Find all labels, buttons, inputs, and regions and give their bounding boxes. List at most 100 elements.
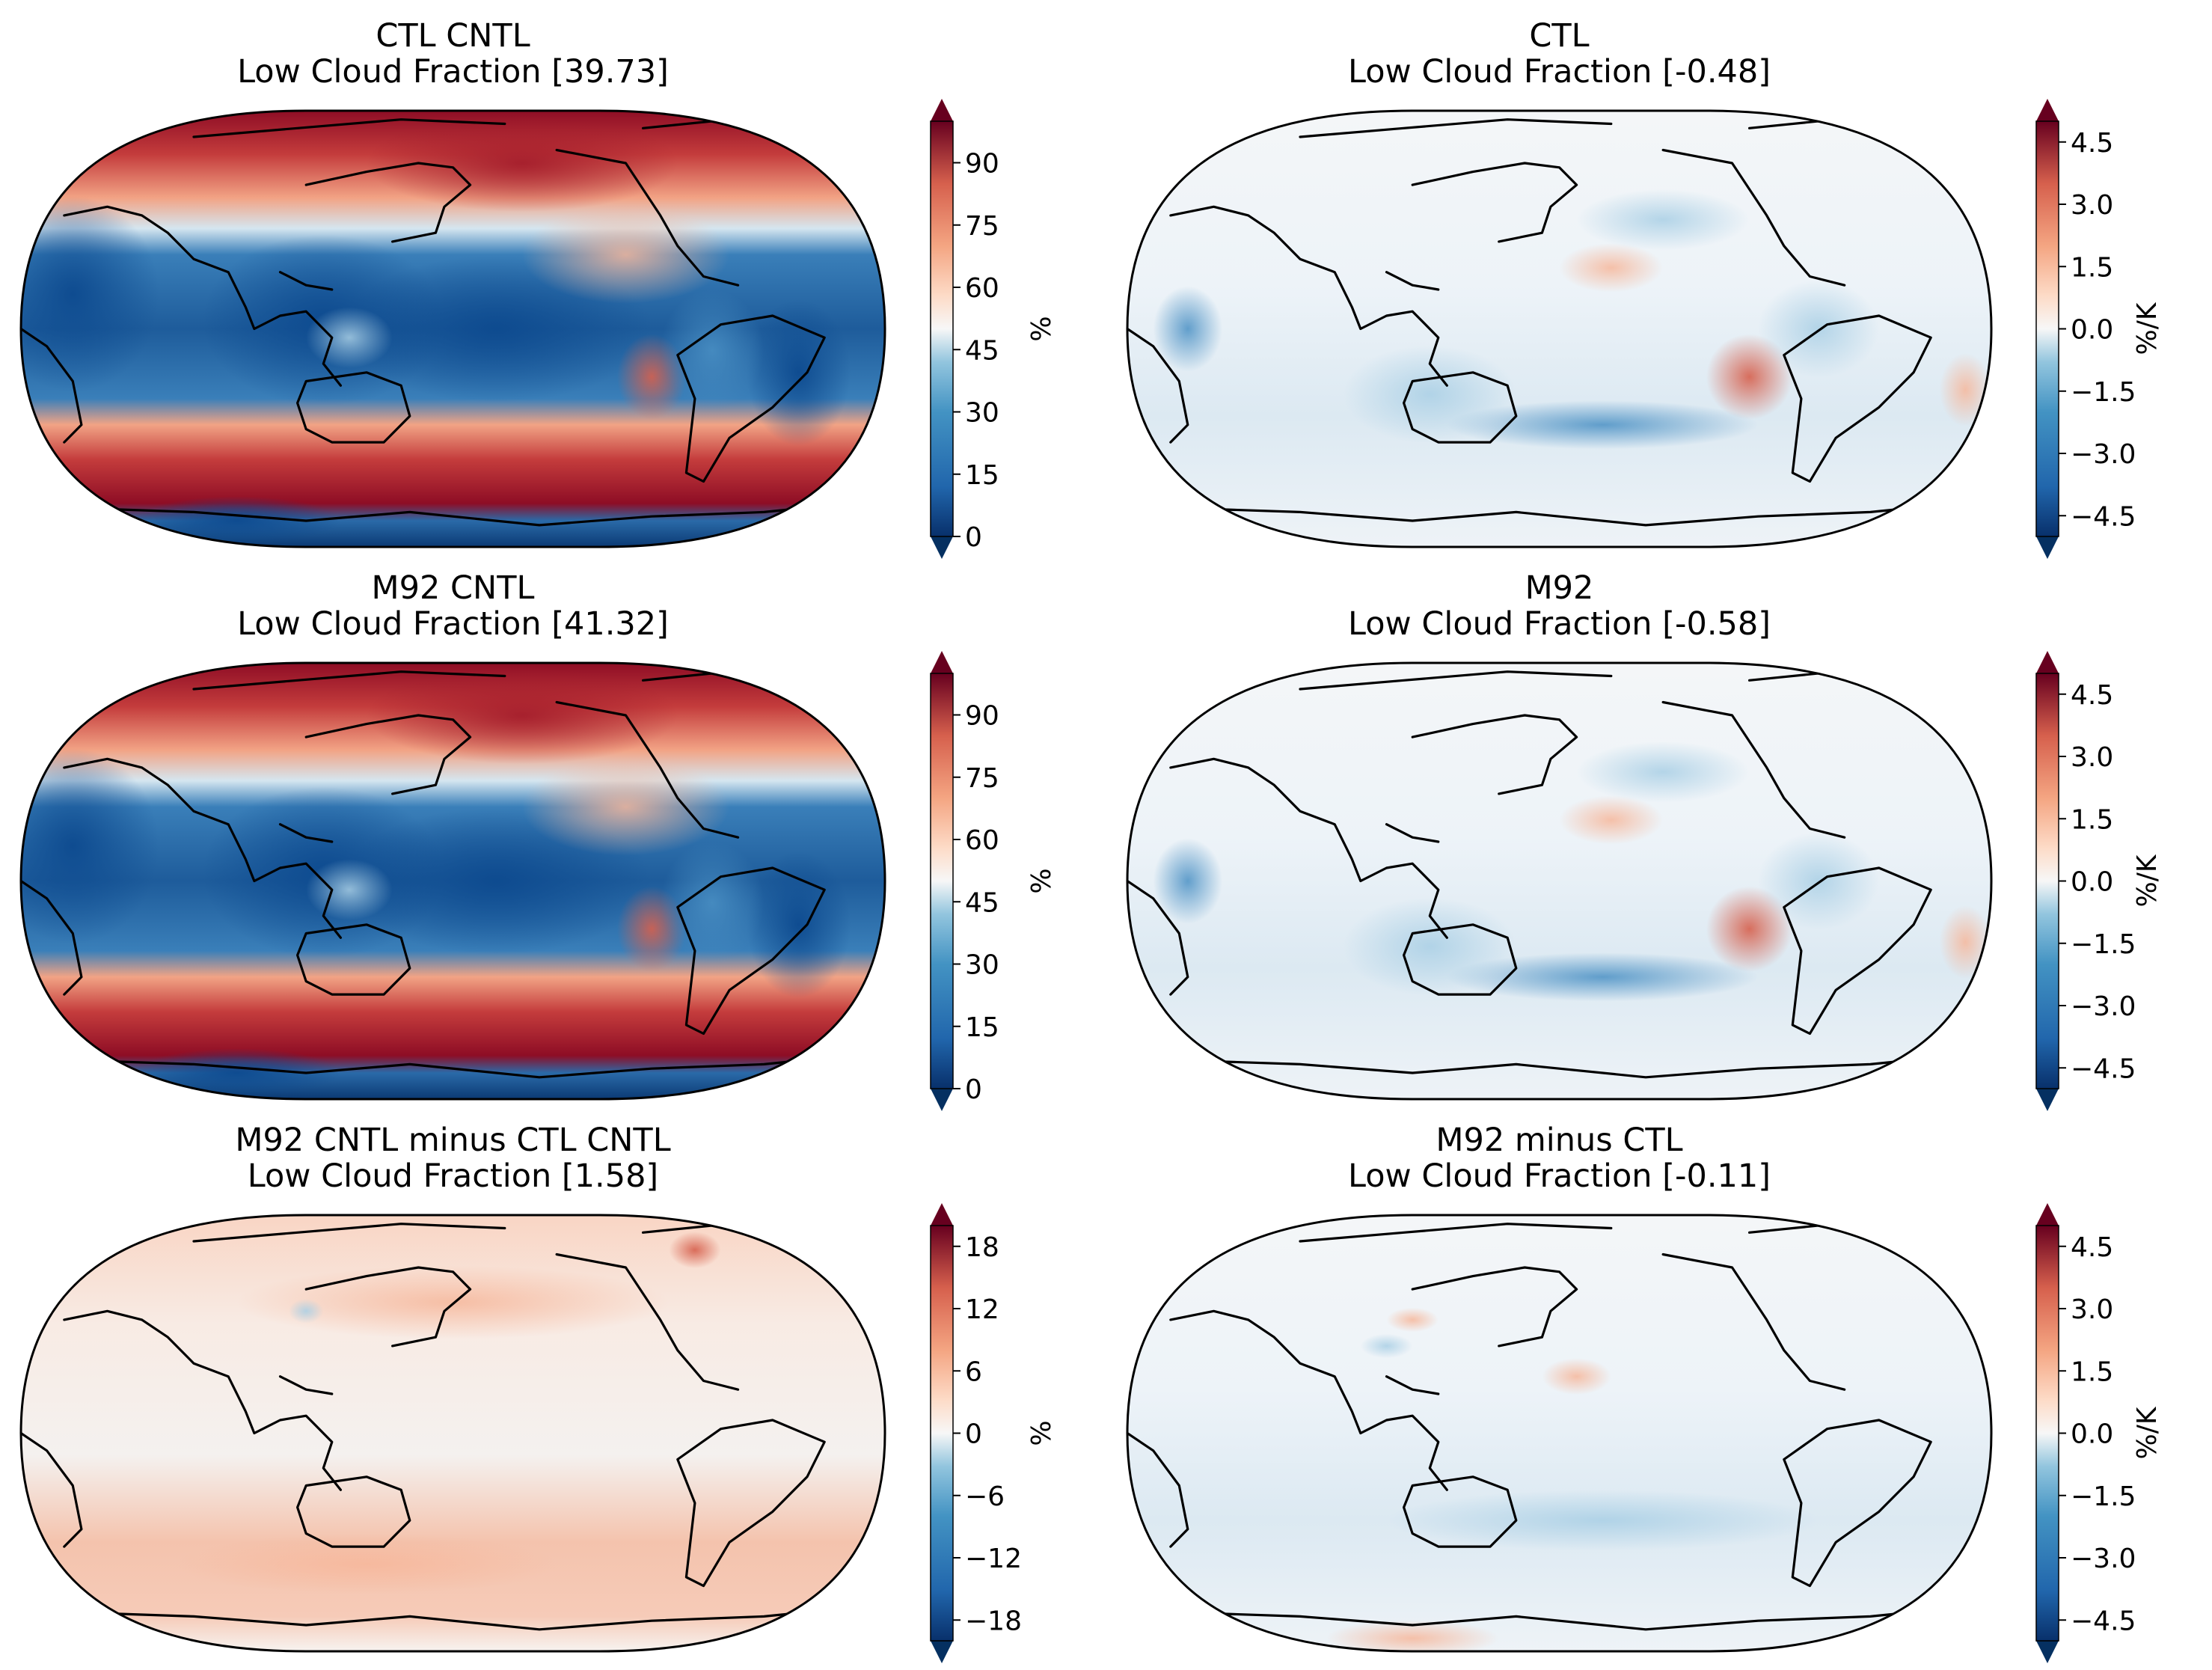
coastlines: [1127, 670, 1976, 1079]
colorbar: 4.5 3.0 1.5 0.0 −1.5 −3.0 −4.5 %/K: [2035, 651, 2163, 1111]
colorbar-extend-min: [2036, 536, 2059, 559]
colorbar-extend-min: [931, 1641, 953, 1663]
colorbar-extend-min: [2036, 1089, 2059, 1111]
panel-subtitle: Low Cloud Fraction [-0.58]: [1348, 605, 1771, 643]
colorbar-tick-label: 60: [965, 825, 999, 856]
colorbar-tick-label: 60: [965, 273, 999, 304]
colorbar-tick-label: 4.5: [2071, 680, 2113, 711]
colorbar-extend-min: [2036, 1641, 2059, 1663]
colorbar: 0 15 30 45 60 75 90%: [930, 651, 1057, 1111]
colorbar-tick-label: 30: [965, 398, 999, 429]
coastlines: [21, 118, 869, 527]
field-heatmap: [21, 663, 885, 1099]
colorbar-tick-label: −6: [965, 1481, 1005, 1512]
colorbar-tick-label: −4.5: [2071, 1606, 2136, 1636]
colorbar-tick-label: −12: [965, 1544, 1022, 1574]
colorbar-label: %: [1026, 1420, 1057, 1446]
panel-title: M92: [1525, 569, 1594, 607]
colorbar-label: %/K: [2132, 1406, 2163, 1459]
colorbar: 0 15 30 45 60 75 90%: [930, 99, 1057, 559]
colorbar: 4.5 3.0 1.5 0.0 −1.5 −3.0 −4.5 %/K: [2035, 1203, 2163, 1663]
colorbar-tick-label: −1.5: [2071, 377, 2136, 408]
colorbar-tick-label: −4.5: [2071, 501, 2136, 532]
panel-subtitle: Low Cloud Fraction [39.73]: [237, 53, 669, 91]
panel-title: M92 minus CTL: [1436, 1122, 1682, 1159]
colorbar-tick-label: −3.0: [2071, 991, 2136, 1022]
map-border: [1126, 661, 1993, 1101]
colorbar-tick-label: 0.0: [2071, 1419, 2113, 1450]
colorbar-extend-max: [2036, 651, 2059, 673]
map-border: [19, 109, 886, 548]
colorbar-tick-label: 3.0: [2071, 742, 2113, 773]
coastlines: [21, 1223, 869, 1631]
field-heatmap: [1127, 111, 1991, 547]
colorbar-tick-label: 1.5: [2071, 252, 2113, 283]
colorbar-extend-min: [931, 1089, 953, 1111]
colorbar-tick-label: 0.0: [2071, 867, 2113, 898]
colorbar-tick-label: 4.5: [2071, 1232, 2113, 1263]
colorbar: 18 12 6 0 −6 −12 −18%: [930, 1203, 1057, 1663]
colorbar-label: %: [1026, 316, 1057, 341]
panel-title: CTL: [1529, 17, 1589, 55]
panel-subtitle: Low Cloud Fraction [41.32]: [237, 605, 669, 643]
colorbar-tick-label: 0: [965, 1074, 982, 1105]
colorbar-tick-label: 6: [965, 1357, 982, 1387]
colorbar-tick-label: −18: [965, 1606, 1022, 1636]
panel-subtitle: Low Cloud Fraction [-0.11]: [1348, 1157, 1771, 1195]
colorbar-extend-max: [931, 99, 953, 121]
colorbar-tick-label: −1.5: [2071, 929, 2136, 960]
colorbar-extend-max: [2036, 99, 2059, 121]
colorbar-extend-max: [931, 1203, 953, 1226]
colorbar-tick-label: 15: [965, 1012, 999, 1043]
field-heatmap: [1127, 1215, 1991, 1651]
colorbar-label: %/K: [2132, 854, 2163, 907]
map-border: [1126, 1214, 1993, 1653]
colorbar-tick-label: 1.5: [2071, 1357, 2113, 1387]
panel-title: M92 CNTL minus CTL CNTL: [235, 1122, 670, 1159]
colorbar-tick-label: 15: [965, 460, 999, 491]
panel-title: CTL CNTL: [376, 17, 530, 55]
colorbar-tick-label: 90: [965, 149, 999, 180]
coastlines: [1127, 118, 1976, 527]
colorbar-tick-label: 30: [965, 950, 999, 981]
colorbar-tick-label: 0: [965, 1419, 982, 1450]
panel-subtitle: Low Cloud Fraction [1.58]: [248, 1157, 658, 1195]
map-border: [19, 661, 886, 1101]
colorbar-tick-label: −3.0: [2071, 1544, 2136, 1574]
colorbar-extend-min: [931, 536, 953, 559]
colorbar-tick-label: 75: [965, 211, 999, 242]
colorbar-tick-label: 1.5: [2071, 804, 2113, 835]
field-heatmap: [21, 111, 885, 547]
colorbar-tick-label: 0: [965, 522, 982, 553]
colorbar-tick-label: −4.5: [2071, 1053, 2136, 1084]
colorbar-label: %/K: [2132, 302, 2163, 355]
colorbar-tick-label: 75: [965, 763, 999, 794]
map-border: [1126, 109, 1993, 548]
colorbar-tick-label: 45: [965, 335, 999, 366]
colorbar-tick-label: 3.0: [2071, 190, 2113, 221]
field-heatmap: [21, 1215, 885, 1651]
field-heatmap: [1127, 663, 1991, 1099]
colorbar-tick-label: 18: [965, 1232, 999, 1263]
colorbar-tick-label: −1.5: [2071, 1481, 2136, 1512]
colorbar-tick-label: 45: [965, 887, 999, 918]
colorbar-extend-max: [931, 651, 953, 673]
colorbar-tick-label: 12: [965, 1294, 999, 1325]
colorbar-tick-label: 4.5: [2071, 128, 2113, 159]
panel-subtitle: Low Cloud Fraction [-0.48]: [1348, 53, 1771, 91]
colorbar: 4.5 3.0 1.5 0.0 −1.5 −3.0 −4.5 %/K: [2035, 99, 2163, 559]
map-border: [19, 1214, 886, 1653]
colorbar-label: %: [1026, 868, 1057, 893]
colorbar-tick-label: 0.0: [2071, 315, 2113, 346]
panel-title: M92 CNTL: [372, 569, 535, 607]
colorbar-extend-max: [2036, 1203, 2059, 1226]
colorbar-tick-label: 3.0: [2071, 1294, 2113, 1325]
colorbar-tick-label: −3.0: [2071, 439, 2136, 470]
